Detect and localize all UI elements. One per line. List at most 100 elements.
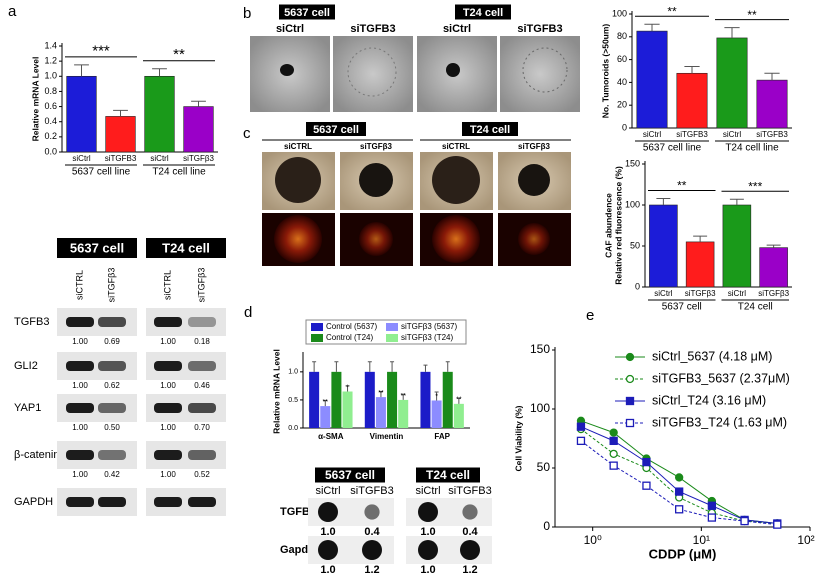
quantification: 1.00 (72, 337, 88, 346)
x-tick-label: 10⁰ (584, 533, 602, 547)
significance: ** (747, 8, 757, 22)
y-tick-label: 0.2 (44, 131, 57, 141)
band (188, 403, 216, 413)
bar (331, 371, 342, 428)
error-bar (191, 100, 206, 107)
marker (642, 457, 651, 467)
group-label: 5637 cell (662, 302, 702, 313)
significance: ** (173, 46, 185, 63)
legend-label: siCtrl_5637 (4.18 μM) (652, 349, 772, 363)
bar (453, 403, 464, 428)
quantification: 1.00 (72, 381, 88, 390)
x-tick-label: siCtrl (654, 289, 672, 298)
tumoroid-images (250, 36, 580, 112)
error-bar (456, 397, 461, 404)
dot (364, 504, 380, 520)
significance: ** (400, 393, 406, 400)
significance: *** (92, 42, 110, 59)
tumoroid (446, 63, 460, 77)
spheroid (275, 157, 321, 203)
lane-label: siTGFβ3 (106, 268, 116, 303)
lane-label: siCtrl (276, 23, 304, 35)
error-bar (312, 361, 317, 372)
quantification: 0.46 (194, 381, 210, 390)
error-bar (74, 64, 89, 77)
bar (716, 37, 748, 129)
marker (609, 436, 618, 446)
bar (66, 75, 97, 153)
y-tick-label: 0.0 (44, 146, 57, 156)
lane-label: siCTRL (74, 270, 84, 300)
lane-label: siTGFB3 (350, 485, 393, 497)
bar (105, 116, 136, 153)
spheroid (359, 163, 393, 197)
dot (418, 502, 438, 522)
band (98, 450, 126, 460)
error-bar (423, 364, 428, 372)
x-axis-label: CDDP (μM) (649, 546, 717, 561)
fluorescence (518, 223, 550, 255)
panel-label: e (586, 307, 594, 324)
y-axis-label: No. Tumoroids (>50um) (600, 24, 610, 119)
group-label: T24 cell (738, 302, 773, 313)
quantification: 1.00 (160, 470, 176, 479)
y-tick-label: 150 (625, 158, 640, 168)
x-tick-label: siTGFβ3 (183, 154, 214, 163)
lane-label: siCTRL (284, 142, 312, 151)
band (154, 317, 182, 327)
y-axis-label: Relative mRNA Level (30, 57, 40, 142)
band (188, 497, 216, 507)
marker (675, 487, 684, 496)
band (154, 450, 182, 460)
band (66, 403, 94, 413)
error-bar (113, 109, 128, 117)
quantification: 0.52 (194, 470, 210, 479)
quantification: 1.00 (72, 423, 88, 432)
error-bar (334, 361, 339, 372)
x-tick-label: 10¹ (693, 533, 710, 547)
y-tick-label: 100 (612, 8, 627, 18)
y-axis-label: Cell Viability (%) (513, 405, 523, 471)
bar (183, 106, 214, 153)
y-axis-label: Relative red fluorescence (%) (613, 166, 623, 285)
cell-header: T24 cell (470, 124, 510, 136)
significance: * (435, 393, 438, 400)
legend-swatch (311, 323, 323, 331)
cell-header-box (416, 467, 480, 483)
error-bar (656, 197, 671, 205)
significance: ** (323, 399, 329, 406)
marker (675, 473, 684, 482)
legend-label: Control (T24) (326, 333, 373, 342)
x-tick-label: siCtrl (643, 130, 661, 139)
spheroid (518, 164, 550, 196)
image (333, 36, 413, 112)
row-label: GLI2 (14, 360, 38, 372)
quantification: 1.0 (320, 526, 335, 538)
y-axis-label: Relative mRNA Level (271, 349, 281, 434)
significance: ** (456, 397, 462, 404)
y-tick-label: 40 (617, 77, 627, 87)
quantification: 1.00 (72, 470, 88, 479)
panel-label: d (244, 304, 252, 321)
quantification: 0.42 (104, 470, 120, 479)
lane-label: siTGFB3 (517, 23, 562, 35)
cell-header-box (306, 122, 366, 136)
group-label: 5637 cell line (72, 167, 131, 178)
cell-header: 5637 cell (325, 468, 375, 482)
quantification: 0.4 (462, 526, 478, 538)
band (188, 317, 216, 327)
bar (431, 400, 442, 428)
panel-label: a (8, 3, 17, 20)
fluorescence (274, 215, 322, 263)
error-bar (323, 399, 328, 407)
marker (740, 516, 749, 526)
error-bar (378, 391, 383, 398)
bar (649, 204, 678, 288)
x-tick-label: Vimentin (370, 432, 404, 441)
bar (759, 247, 788, 288)
legend-box (305, 319, 467, 345)
dot (318, 540, 338, 560)
y-tick-label: 20 (617, 100, 627, 110)
cell-header-box (146, 238, 226, 258)
cell-header: T24 cell (162, 240, 210, 255)
